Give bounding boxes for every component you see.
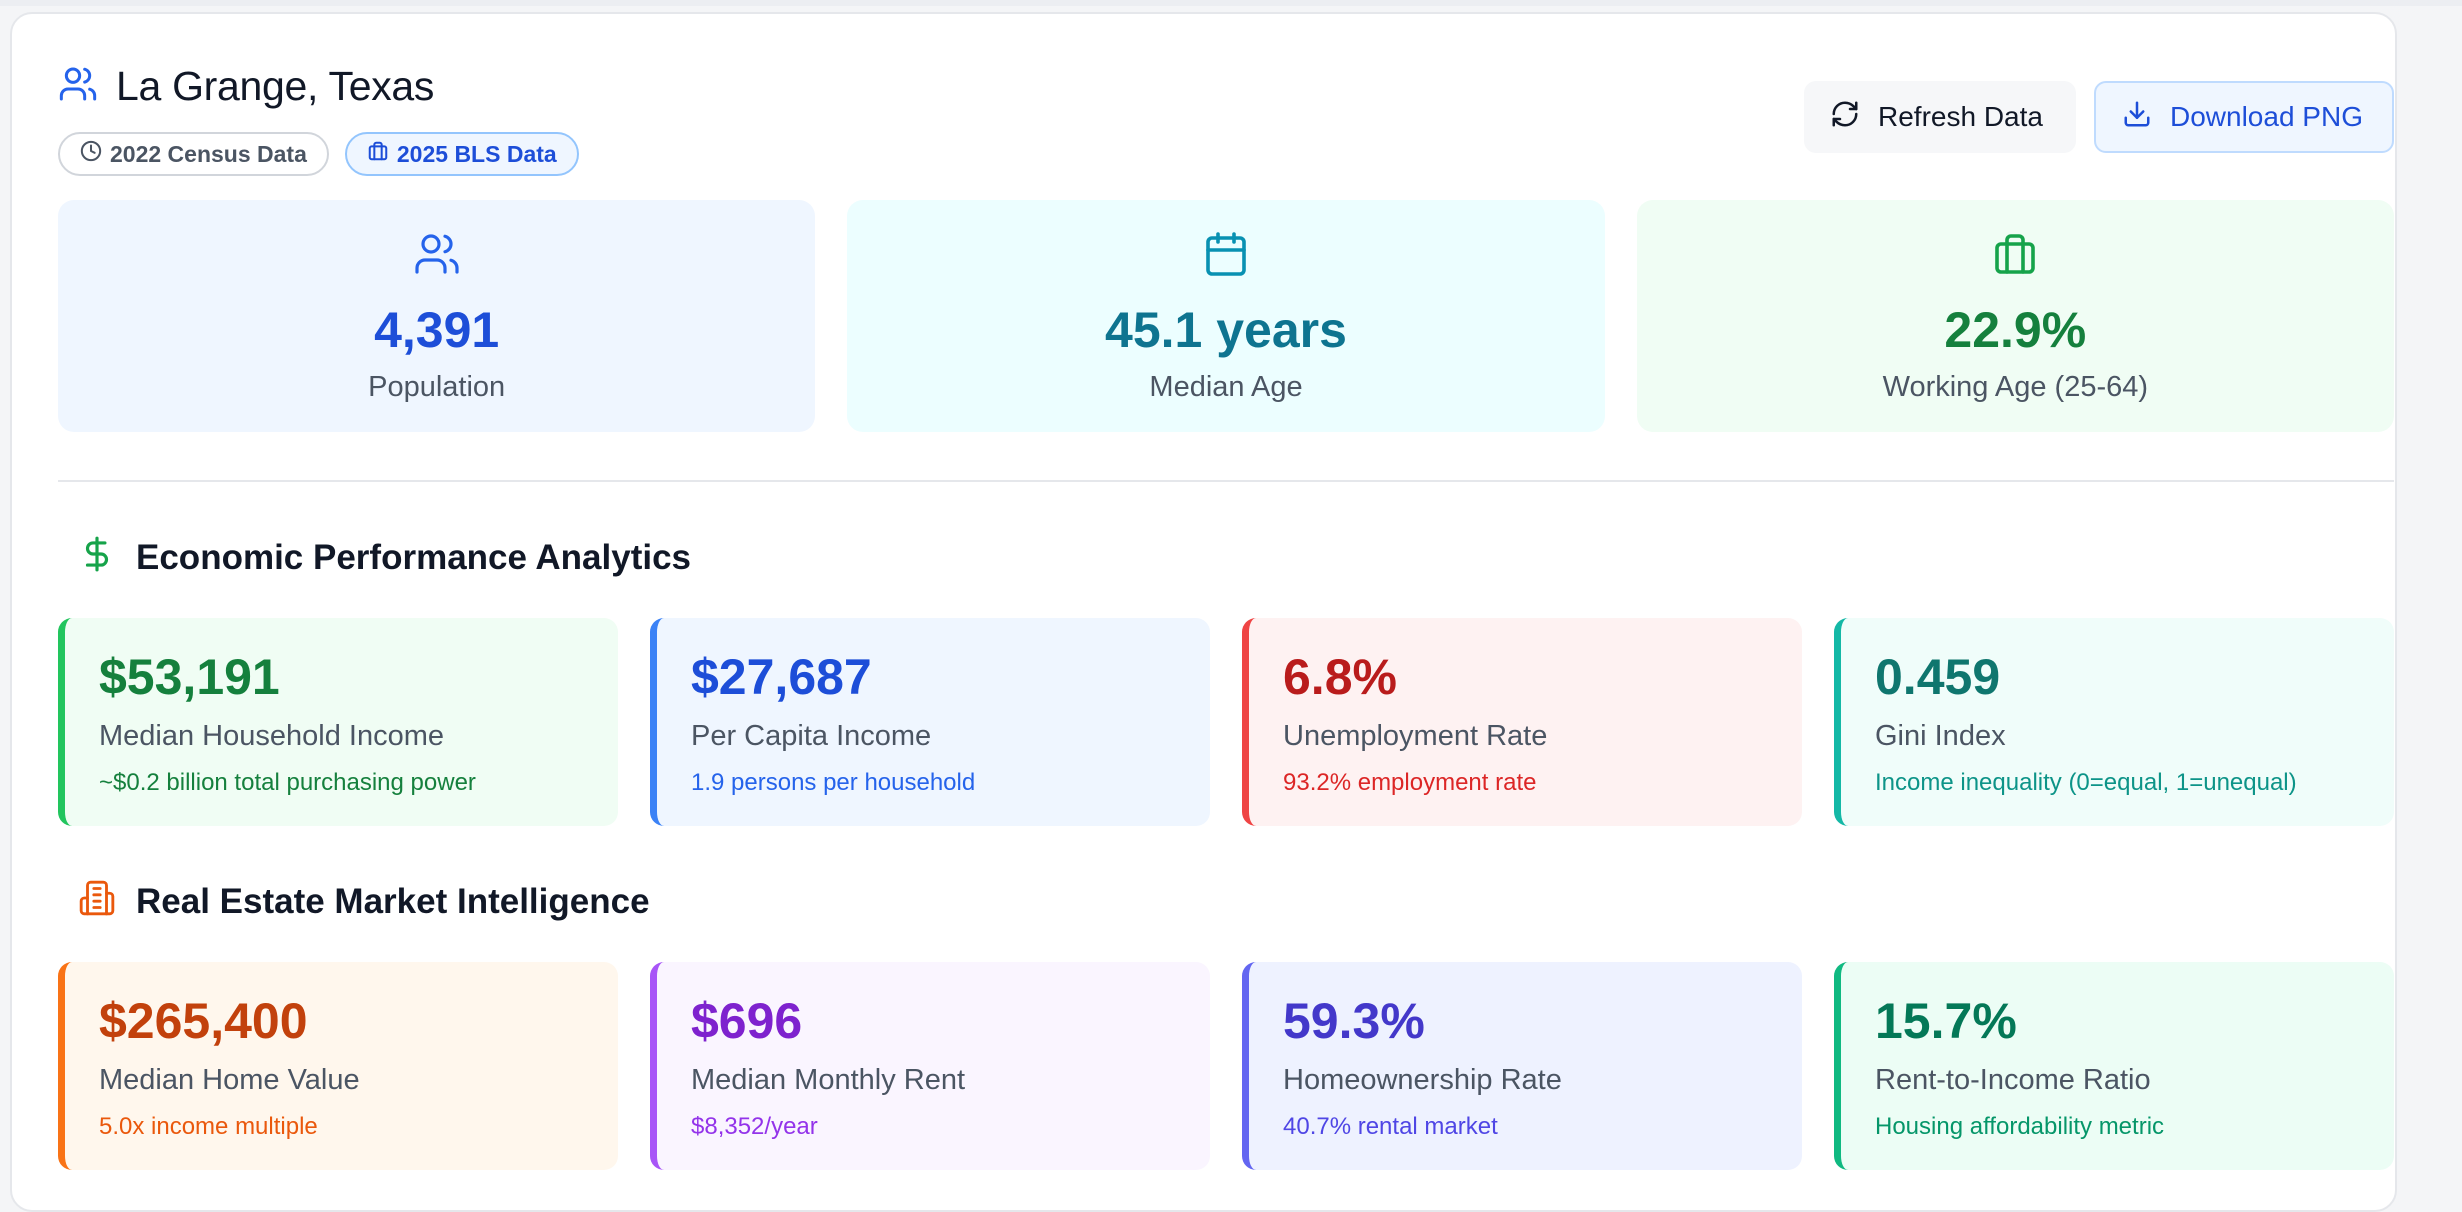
- metric-value: 15.7%: [1875, 993, 2017, 1049]
- dollar-icon: [78, 535, 116, 582]
- briefcase-icon: [367, 140, 397, 168]
- top-border: [0, 0, 2462, 6]
- refresh-data-button[interactable]: Refresh Data: [1804, 81, 2076, 153]
- economic-section-title: Economic Performance Analytics: [58, 536, 691, 580]
- metric-label: Gini Index: [1875, 720, 2006, 752]
- metric-label: Median Monthly Rent: [691, 1064, 966, 1096]
- metric-value: $696: [691, 993, 803, 1049]
- download-png-button[interactable]: Download PNG: [2094, 81, 2394, 153]
- unemployment-rate-card: 6.8% Unemployment Rate 93.2% employment …: [1242, 618, 1802, 826]
- median-age-stat: 45.1 years Median Age: [847, 200, 1605, 432]
- metric-subtext: 40.7% rental market: [1283, 1113, 1498, 1140]
- page-title: La Grange, Texas: [116, 62, 435, 109]
- real-estate-section-title: Real Estate Market Intelligence: [58, 880, 650, 924]
- users-icon: [58, 64, 98, 109]
- refresh-label: Refresh Data: [1878, 101, 2043, 132]
- metric-value: 59.3%: [1283, 993, 1425, 1049]
- data-source-badges: 2022 Census Data 2025 BLS Data: [58, 132, 579, 176]
- metric-subtext: 93.2% employment rate: [1283, 769, 1537, 796]
- stat-value: 4,391: [374, 302, 500, 358]
- stat-value: 45.1 years: [1105, 302, 1347, 358]
- census-badge-label: 2022 Census Data: [110, 140, 307, 167]
- header-actions: Refresh Data Download PNG: [1804, 81, 2394, 153]
- metric-subtext: $8,352/year: [691, 1113, 818, 1140]
- metric-label: Median Household Income: [99, 720, 444, 752]
- briefcase-icon: [1991, 230, 2039, 283]
- gini-index-card: 0.459 Gini Index Income inequality (0=eq…: [1834, 618, 2394, 826]
- section-heading: Real Estate Market Intelligence: [136, 882, 650, 921]
- metric-value: $53,191: [99, 649, 280, 705]
- homeownership-rate-card: 59.3% Homeownership Rate 40.7% rental ma…: [1242, 962, 1802, 1170]
- median-household-income-card: $53,191 Median Household Income ~$0.2 bi…: [58, 618, 618, 826]
- calendar-icon: [1202, 230, 1250, 283]
- summary-stats: 4,391 Population 45.1 years Median Age 2…: [58, 200, 2394, 432]
- metric-subtext: 5.0x income multiple: [99, 1113, 318, 1140]
- metric-value: $265,400: [99, 993, 308, 1049]
- metric-label: Homeownership Rate: [1283, 1064, 1562, 1096]
- metric-subtext: Housing affordability metric: [1875, 1113, 2165, 1140]
- metric-subtext: ~$0.2 billion total purchasing power: [99, 769, 476, 796]
- stat-label: Working Age (25-64): [1882, 371, 2149, 403]
- metric-value: $27,687: [691, 649, 872, 705]
- stat-label: Median Age: [1149, 371, 1303, 403]
- real-estate-metrics: $265,400 Median Home Value 5.0x income m…: [58, 962, 2394, 1170]
- census-data-badge: 2022 Census Data: [58, 132, 329, 176]
- stat-value: 22.9%: [1944, 302, 2087, 358]
- bls-data-badge: 2025 BLS Data: [344, 132, 579, 176]
- metric-label: Median Home Value: [99, 1064, 360, 1096]
- download-icon: [2122, 99, 2170, 136]
- download-label: Download PNG: [2170, 101, 2363, 132]
- metric-subtext: 1.9 persons per household: [691, 769, 976, 796]
- section-heading: Economic Performance Analytics: [136, 538, 692, 577]
- clock-icon: [80, 140, 110, 168]
- metric-value: 6.8%: [1283, 649, 1397, 705]
- metric-label: Rent-to-Income Ratio: [1875, 1064, 2151, 1096]
- metric-label: Per Capita Income: [691, 720, 932, 752]
- metric-subtext: Income inequality (0=equal, 1=unequal): [1875, 769, 2297, 796]
- bls-badge-label: 2025 BLS Data: [396, 140, 557, 167]
- metric-label: Unemployment Rate: [1283, 720, 1548, 752]
- section-divider: [58, 480, 2394, 482]
- median-home-value-card: $265,400 Median Home Value 5.0x income m…: [58, 962, 618, 1170]
- building-icon: [78, 879, 116, 926]
- population-stat: 4,391 Population: [58, 200, 816, 432]
- stat-label: Population: [368, 371, 506, 403]
- metric-value: 0.459: [1875, 649, 2001, 705]
- users-icon: [413, 230, 461, 283]
- card-header: La Grange, Texas 2022 Census Data 2025 B…: [58, 60, 2394, 180]
- economic-metrics: $53,191 Median Household Income ~$0.2 bi…: [58, 618, 2394, 826]
- refresh-icon: [1830, 99, 1878, 136]
- rent-to-income-ratio-card: 15.7% Rent-to-Income Ratio Housing affor…: [1834, 962, 2394, 1170]
- per-capita-income-card: $27,687 Per Capita Income 1.9 persons pe…: [650, 618, 1210, 826]
- title-row: La Grange, Texas: [58, 60, 434, 112]
- median-monthly-rent-card: $696 Median Monthly Rent $8,352/year: [650, 962, 1210, 1170]
- working-age-stat: 22.9% Working Age (25-64): [1636, 200, 2394, 432]
